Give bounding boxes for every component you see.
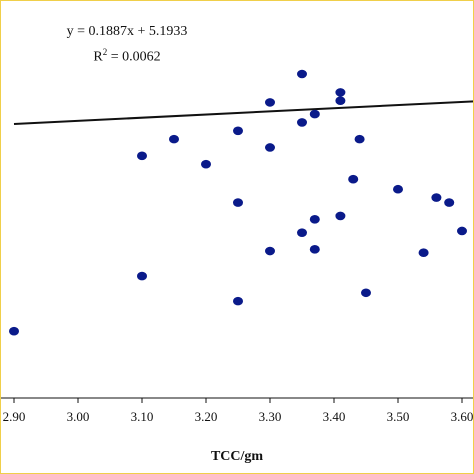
data-point: [309, 245, 320, 254]
data-point: [393, 184, 403, 194]
r-squared-prefix: R: [93, 49, 103, 65]
data-point: [201, 159, 211, 169]
trend-line: [13, 100, 474, 126]
data-point: [297, 118, 307, 127]
data-point: [361, 288, 371, 298]
x-tick-label: 3.40: [323, 409, 346, 424]
data-point: [335, 96, 346, 106]
regression-equation: y = 0.1887x + 5.1933: [66, 24, 188, 39]
data-point: [265, 98, 275, 107]
x-tick-label: 3.50: [387, 409, 410, 424]
data-point: [309, 214, 320, 224]
data-point: [233, 296, 243, 306]
x-tick-label: 3.00: [67, 409, 90, 424]
x-tick-label: 3.10: [131, 409, 154, 424]
data-point: [233, 126, 243, 136]
x-tick-label: 2.90: [3, 409, 26, 424]
data-point: [265, 246, 275, 256]
x-tick-label: 3.30: [259, 409, 282, 424]
data-point: [9, 326, 19, 336]
data-point: [309, 109, 320, 119]
r-squared-value: = 0.0062: [107, 49, 161, 65]
data-point: [335, 211, 346, 221]
data-point: [137, 271, 147, 281]
data-point: [418, 248, 429, 257]
data-point: [233, 198, 243, 207]
data-point: [137, 151, 147, 161]
data-point: [348, 174, 359, 184]
data-point: [431, 193, 442, 202]
data-point: [297, 228, 307, 237]
data-point: [457, 226, 467, 236]
data-point: [297, 69, 307, 79]
x-axis-title: TCC/gm: [210, 449, 264, 464]
data-point: [335, 88, 346, 97]
r-squared-label: R2 = 0.0062: [62, 42, 192, 68]
data-point: [169, 134, 179, 144]
x-tick-label: 3.20: [195, 409, 218, 424]
data-point: [444, 198, 455, 207]
r-squared-exponent: 2: [102, 47, 108, 57]
data-point: [354, 134, 365, 144]
data-point: [265, 143, 275, 152]
regression-annotation: y = 0.1887x + 5.1933 R2 = 0.0062: [62, 22, 192, 68]
x-tick-label: 3.60: [451, 409, 474, 424]
